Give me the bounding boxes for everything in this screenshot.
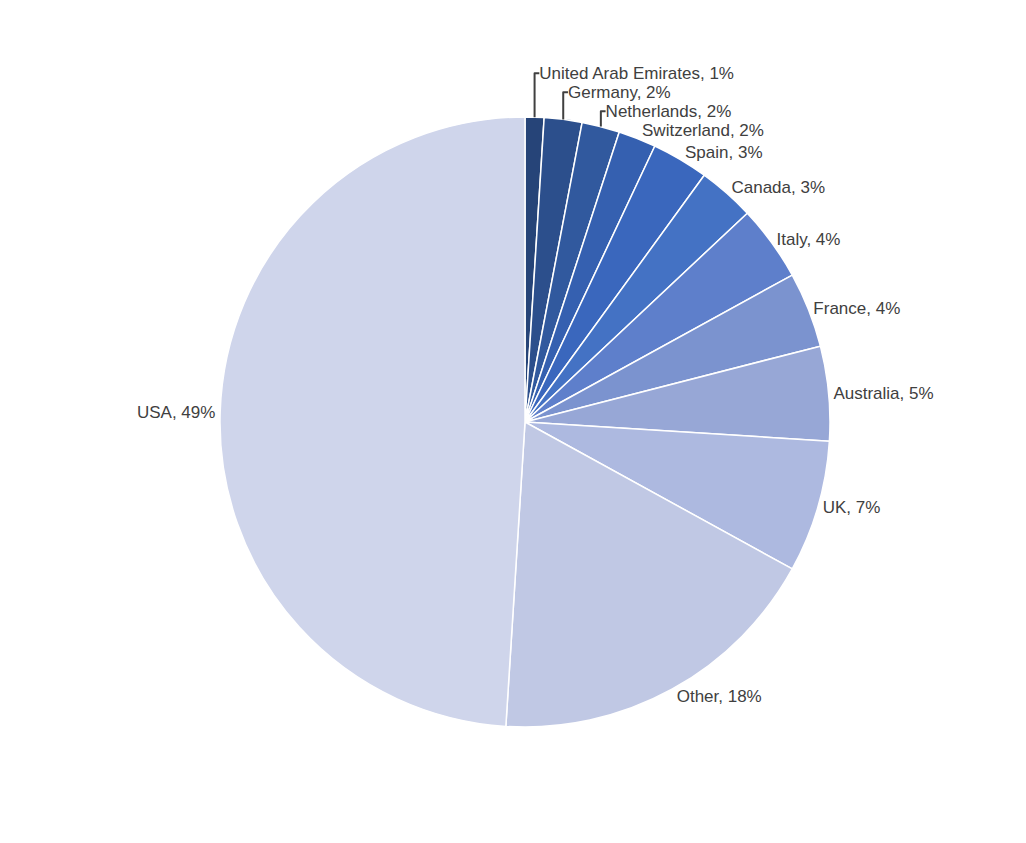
svg-text:Spain, 3%: Spain, 3%	[685, 143, 763, 162]
svg-text:USA, 49%: USA, 49%	[137, 403, 215, 422]
svg-text:Switzerland, 2%: Switzerland, 2%	[642, 121, 764, 140]
svg-text:Netherlands, 2%: Netherlands, 2%	[606, 102, 732, 121]
svg-text:France, 4%: France, 4%	[813, 299, 900, 318]
svg-text:UK, 7%: UK, 7%	[823, 498, 881, 517]
svg-text:Italy, 4%: Italy, 4%	[777, 230, 841, 249]
svg-text:Canada, 3%: Canada, 3%	[731, 178, 825, 197]
svg-text:Germany, 2%: Germany, 2%	[568, 83, 671, 102]
svg-text:United Arab Emirates, 1%: United Arab Emirates, 1%	[539, 64, 734, 83]
svg-text:Other, 18%: Other, 18%	[677, 687, 762, 706]
svg-text:Australia, 5%: Australia, 5%	[833, 384, 933, 403]
